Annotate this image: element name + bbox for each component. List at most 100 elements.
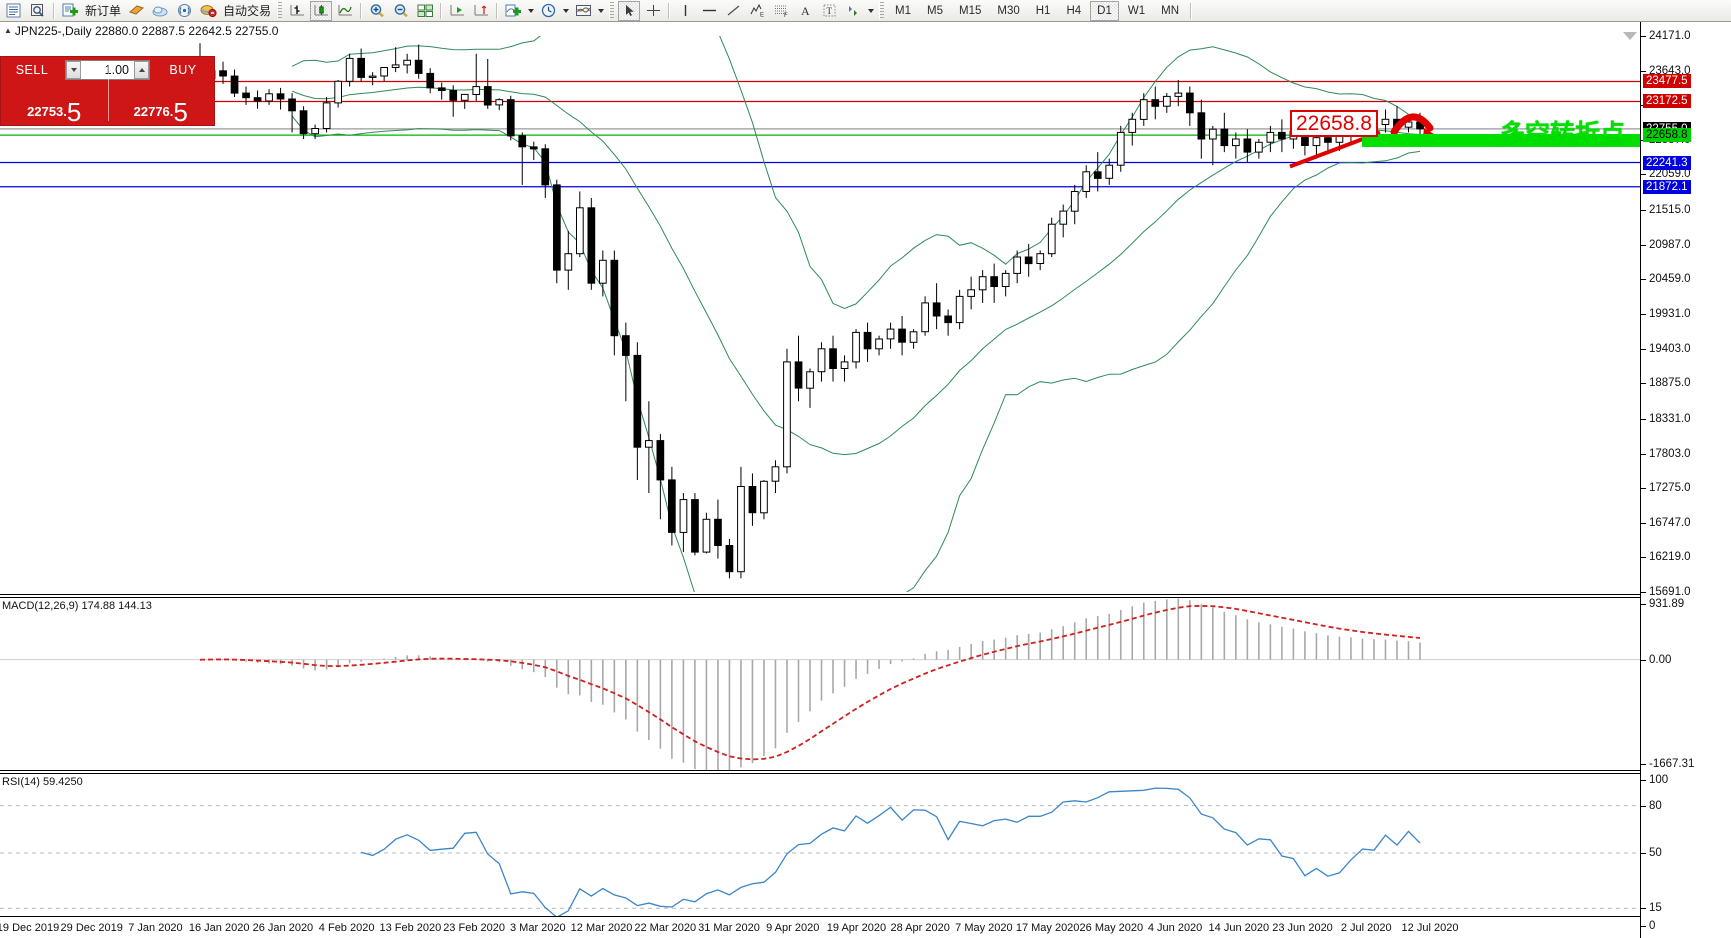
timeframe-m1[interactable]: M1 [895,4,912,17]
new-order-label[interactable]: 新订单 [85,4,122,18]
text-icon[interactable]: A [794,1,816,21]
zoom-in-icon[interactable] [366,1,388,21]
date-axis-label: 26 May 2020 [1079,922,1144,934]
toolbar-separator [53,2,55,19]
period-icon[interactable] [537,1,559,21]
date-axis-label: 29 Dec 2019 [60,922,123,934]
timeframe-m15[interactable]: M15 [959,4,982,17]
price-axis-label: 20987.0 [1649,238,1691,251]
timeframe-h1[interactable]: H1 [1035,4,1051,17]
price-axis-tick [1641,592,1646,593]
auto-scroll-icon[interactable] [470,1,492,21]
price-axis-tick [1641,70,1646,72]
macd-pane-divider [0,594,1640,595]
crosshair-icon[interactable] [642,1,664,21]
trendline-icon[interactable] [722,1,744,21]
price-axis-label: 19403.0 [1649,342,1691,355]
chart-window[interactable]: ▲ JPN225-,Daily 22880.0 22887.5 22642.5 2… [0,22,1731,938]
macd-pane-divider-2 [0,597,1640,598]
rsi-pane[interactable] [0,774,1640,932]
market-watch-icon[interactable] [3,1,25,21]
vertical-line-icon[interactable] [674,1,696,21]
volume-increase-button[interactable] [134,60,149,79]
period-dropdown-arrow[interactable] [560,1,571,21]
timeframe-m30[interactable]: M30 [997,4,1020,17]
add-indicator-icon[interactable] [502,1,524,21]
history-icon[interactable] [125,1,147,21]
date-axis-label: 16 Jan 2020 [188,922,250,934]
tile-windows-icon[interactable] [414,1,436,21]
elliott-icon[interactable]: E [746,1,768,21]
buy-button[interactable]: BUY [169,62,197,77]
chart-shift-icon[interactable] [446,1,468,21]
date-axis-label: 14 Jun 2020 [1208,922,1270,934]
cloud-icon[interactable] [149,1,171,21]
buy-price[interactable]: 22776. 5 [108,82,215,125]
symbol-ohlc-label: ▲ JPN225-,Daily 22880.0 22887.5 22642.5 2… [4,24,278,38]
autotrade-icon[interactable] [197,1,219,21]
date-axis-label: 17 May 2020 [1015,922,1080,934]
macd-pane[interactable] [0,598,1640,770]
toolbar-grip-3[interactable] [879,2,885,19]
date-axis-label: 12 Mar 2020 [570,922,633,934]
autotrade-label[interactable]: 自动交易 [223,4,272,18]
horizontal-line-icon[interactable] [698,1,720,21]
price-axis-label: 17275.0 [1649,482,1691,495]
templates-dropdown-arrow[interactable] [595,1,606,21]
indicator-dropdown-arrow[interactable] [525,1,536,21]
volume-decrease-button[interactable] [66,60,81,79]
cursor-icon[interactable] [618,0,641,21]
indicator-axis-tick [1641,805,1646,807]
svg-text:T: T [826,6,832,16]
shapes-icon[interactable] [842,1,864,21]
zoom-out-icon[interactable] [390,1,412,21]
line-chart-icon[interactable] [334,1,356,21]
new-order-icon[interactable] [59,1,81,21]
data-window-icon[interactable] [27,1,49,21]
timeframe-d1[interactable]: D1 [1090,0,1119,21]
price-tag-label: 22658.8 [1290,110,1378,138]
price-pane[interactable]: 22658.8 多空转折点 [0,36,1640,592]
price-axis-tick [1641,174,1646,176]
rsi-axis-label: 0 [1649,920,1656,932]
volume-value[interactable]: 1.00 [104,62,129,77]
indicator-axis-tick [1641,780,1646,781]
macd-title: MACD(12,26,9) 174.88 144.13 [2,600,156,612]
date-axis-label: 4 Feb 2020 [318,922,375,934]
bar-chart-icon[interactable] [286,1,308,21]
trade-panel-divider [107,61,109,121]
toolbar-grip-2[interactable] [609,2,615,19]
date-axis-label: 23 Feb 2020 [443,922,505,934]
date-axis-label: 4 Jun 2020 [1147,922,1203,934]
templates-icon[interactable] [572,1,594,21]
timeframe-w1[interactable]: W1 [1127,4,1146,17]
sell-button[interactable]: SELL [15,62,49,77]
one-click-trading-panel[interactable]: SELL 1.00 BUY 22753. 5 22776. 5 [0,56,215,126]
timeframe-m5[interactable]: M5 [927,4,943,17]
toolbar-grip[interactable] [277,2,283,19]
sell-price-separator: . [63,104,67,119]
text-label-icon[interactable]: T [818,1,840,21]
rsi-title: RSI(14) 59.4250 [2,776,87,788]
date-axis-label: 2 Jul 2020 [1340,922,1392,934]
shapes-dropdown-arrow[interactable] [865,1,876,21]
price-axis-label: 16219.0 [1649,551,1691,564]
price-axis-label: 16747.0 [1649,516,1691,529]
sell-price[interactable]: 22753. 5 [1,82,108,125]
price-axis-tick [1641,557,1646,559]
date-axis: 19 Dec 2019 29 Dec 2019 7 Jan 2020 16 Jan 2… [0,916,1640,938]
fibonacci-icon[interactable]: F [770,1,792,21]
timeframe-mn[interactable]: MN [1161,4,1179,17]
date-axis-label: 19 Apr 2020 [826,922,887,934]
price-axis[interactable]: 24171.023643.023115.022587.022059.021515… [1640,22,1731,892]
chart-shift-marker[interactable] [1623,27,1637,40]
trade-panel-top-row: SELL 1.00 BUY [1,57,214,82]
price-axis-label: 17803.0 [1649,447,1691,460]
price-axis-tick [1641,418,1646,420]
main-toolbar: 新订单 自动交易 [0,0,1731,22]
candlestick-chart-icon[interactable] [310,0,333,21]
price-axis-label: 19931.0 [1649,308,1691,320]
signals-icon[interactable] [173,1,195,21]
timeframe-h4[interactable]: H4 [1066,4,1082,17]
volume-stepper[interactable]: 1.00 [65,59,150,80]
